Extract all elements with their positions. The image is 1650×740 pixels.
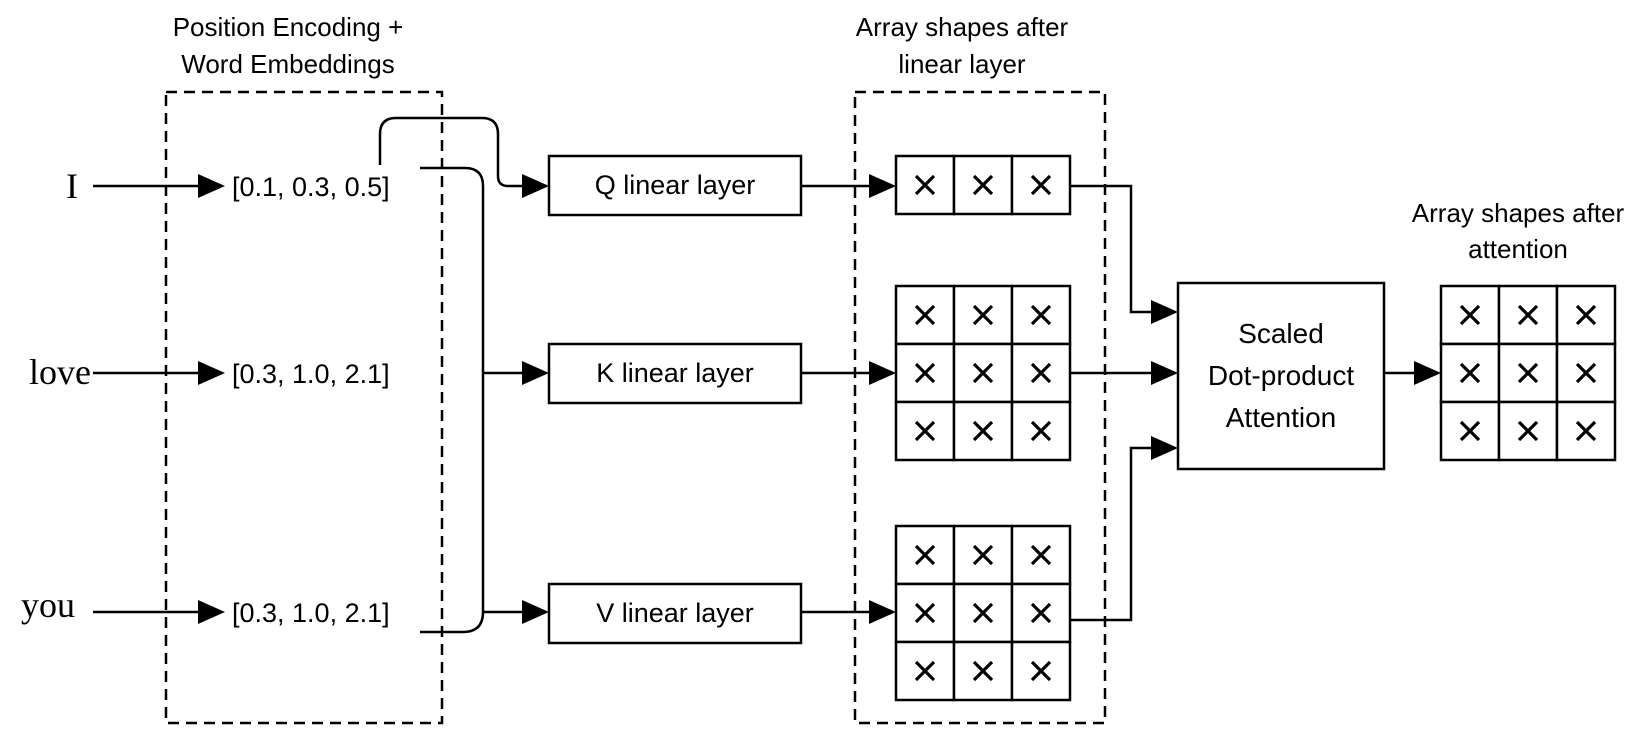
word-love-arrowhead-icon <box>198 361 225 385</box>
attention-shapes-title-line1: Array shapes after <box>1412 198 1625 228</box>
cross-icon <box>972 420 994 442</box>
embeddings-title-line2: Word Embeddings <box>181 49 394 79</box>
cross-icon <box>972 602 994 624</box>
cross-icon <box>1575 420 1597 442</box>
attention-output-arrowhead-icon <box>1414 361 1441 385</box>
linear-shapes-title-line1: Array shapes after <box>856 12 1069 42</box>
cross-icon <box>1517 420 1539 442</box>
v-matrix-cell <box>894 524 956 586</box>
cross-icon <box>914 660 936 682</box>
k-input-arrowhead-icon <box>522 361 549 385</box>
q-linear-layer-label: Q linear layer <box>595 170 756 200</box>
q-output-arrowhead-icon <box>869 174 896 198</box>
cross-icon <box>914 304 936 326</box>
k-attention-arrowhead-icon <box>1151 361 1178 385</box>
linear-shapes-group <box>853 90 1107 725</box>
k-linear-layer-label: K linear layer <box>596 358 754 388</box>
cross-icon <box>1030 660 1052 682</box>
v-input-arrowhead-icon <box>522 600 549 624</box>
embedding-to-q-connector <box>378 116 524 188</box>
cross-icon <box>914 420 936 442</box>
cross-icon <box>1575 304 1597 326</box>
q-to-attention-connector <box>1071 184 1155 314</box>
cross-icon <box>914 362 936 384</box>
v-matrix <box>894 524 1072 702</box>
cross-icon <box>1459 362 1481 384</box>
linear-shapes-title-line2: linear layer <box>898 49 1026 79</box>
cross-icon <box>972 174 994 196</box>
attention-label-line2: Dot-product <box>1208 360 1355 391</box>
embedding-you: [0.3, 1.0, 2.1] <box>232 598 390 628</box>
cross-icon <box>1030 544 1052 566</box>
cross-icon <box>914 174 936 196</box>
v-linear-layer-box <box>547 582 803 645</box>
output-matrix-cell <box>1555 342 1617 404</box>
embedding-i: [0.1, 0.3, 0.5] <box>232 172 390 202</box>
attention-label-line1: Scaled <box>1238 318 1324 349</box>
q-input-arrowhead-icon <box>522 174 549 198</box>
word-i: I <box>66 166 78 206</box>
v-to-attention-connector <box>1071 446 1155 622</box>
cross-icon <box>1459 420 1481 442</box>
scaled-dot-product-attention-box <box>1176 281 1386 471</box>
v-attention-arrowhead-icon <box>1151 436 1178 460</box>
attention-label-line3: Attention <box>1226 402 1337 433</box>
cross-icon <box>972 362 994 384</box>
cross-icon <box>972 544 994 566</box>
k-output-arrowhead-icon <box>869 361 896 385</box>
cross-icon <box>972 660 994 682</box>
embeddings-group <box>164 90 444 725</box>
cross-icon <box>1030 174 1052 196</box>
v-output-arrowhead-icon <box>869 600 896 624</box>
cross-icon <box>1517 362 1539 384</box>
cross-icon <box>914 544 936 566</box>
embedding-bracket-connector <box>420 166 485 634</box>
word-you: you <box>21 585 75 625</box>
attention-shapes-title-line2: attention <box>1468 234 1568 264</box>
q-matrix <box>894 154 1072 216</box>
cross-icon <box>1030 304 1052 326</box>
word-you-arrowhead-icon <box>198 600 225 624</box>
cross-icon <box>1575 362 1597 384</box>
q-linear-layer-box <box>547 154 803 217</box>
cross-icon <box>1030 602 1052 624</box>
cross-icon <box>972 304 994 326</box>
k-linear-layer-box <box>547 342 803 405</box>
word-i-arrowhead-icon <box>198 174 225 198</box>
cross-icon <box>1459 304 1481 326</box>
cross-icon <box>1517 304 1539 326</box>
q-attention-arrowhead-icon <box>1151 300 1178 324</box>
cross-icon <box>1030 362 1052 384</box>
cross-icon <box>1030 420 1052 442</box>
word-love: love <box>29 352 91 392</box>
cross-icon <box>914 602 936 624</box>
embeddings-title-line1: Position Encoding + <box>173 12 404 42</box>
attention-output-matrix <box>1439 284 1617 462</box>
embedding-love: [0.3, 1.0, 2.1] <box>232 359 390 389</box>
k-matrix <box>894 284 1072 462</box>
v-linear-layer-label: V linear layer <box>596 598 754 628</box>
